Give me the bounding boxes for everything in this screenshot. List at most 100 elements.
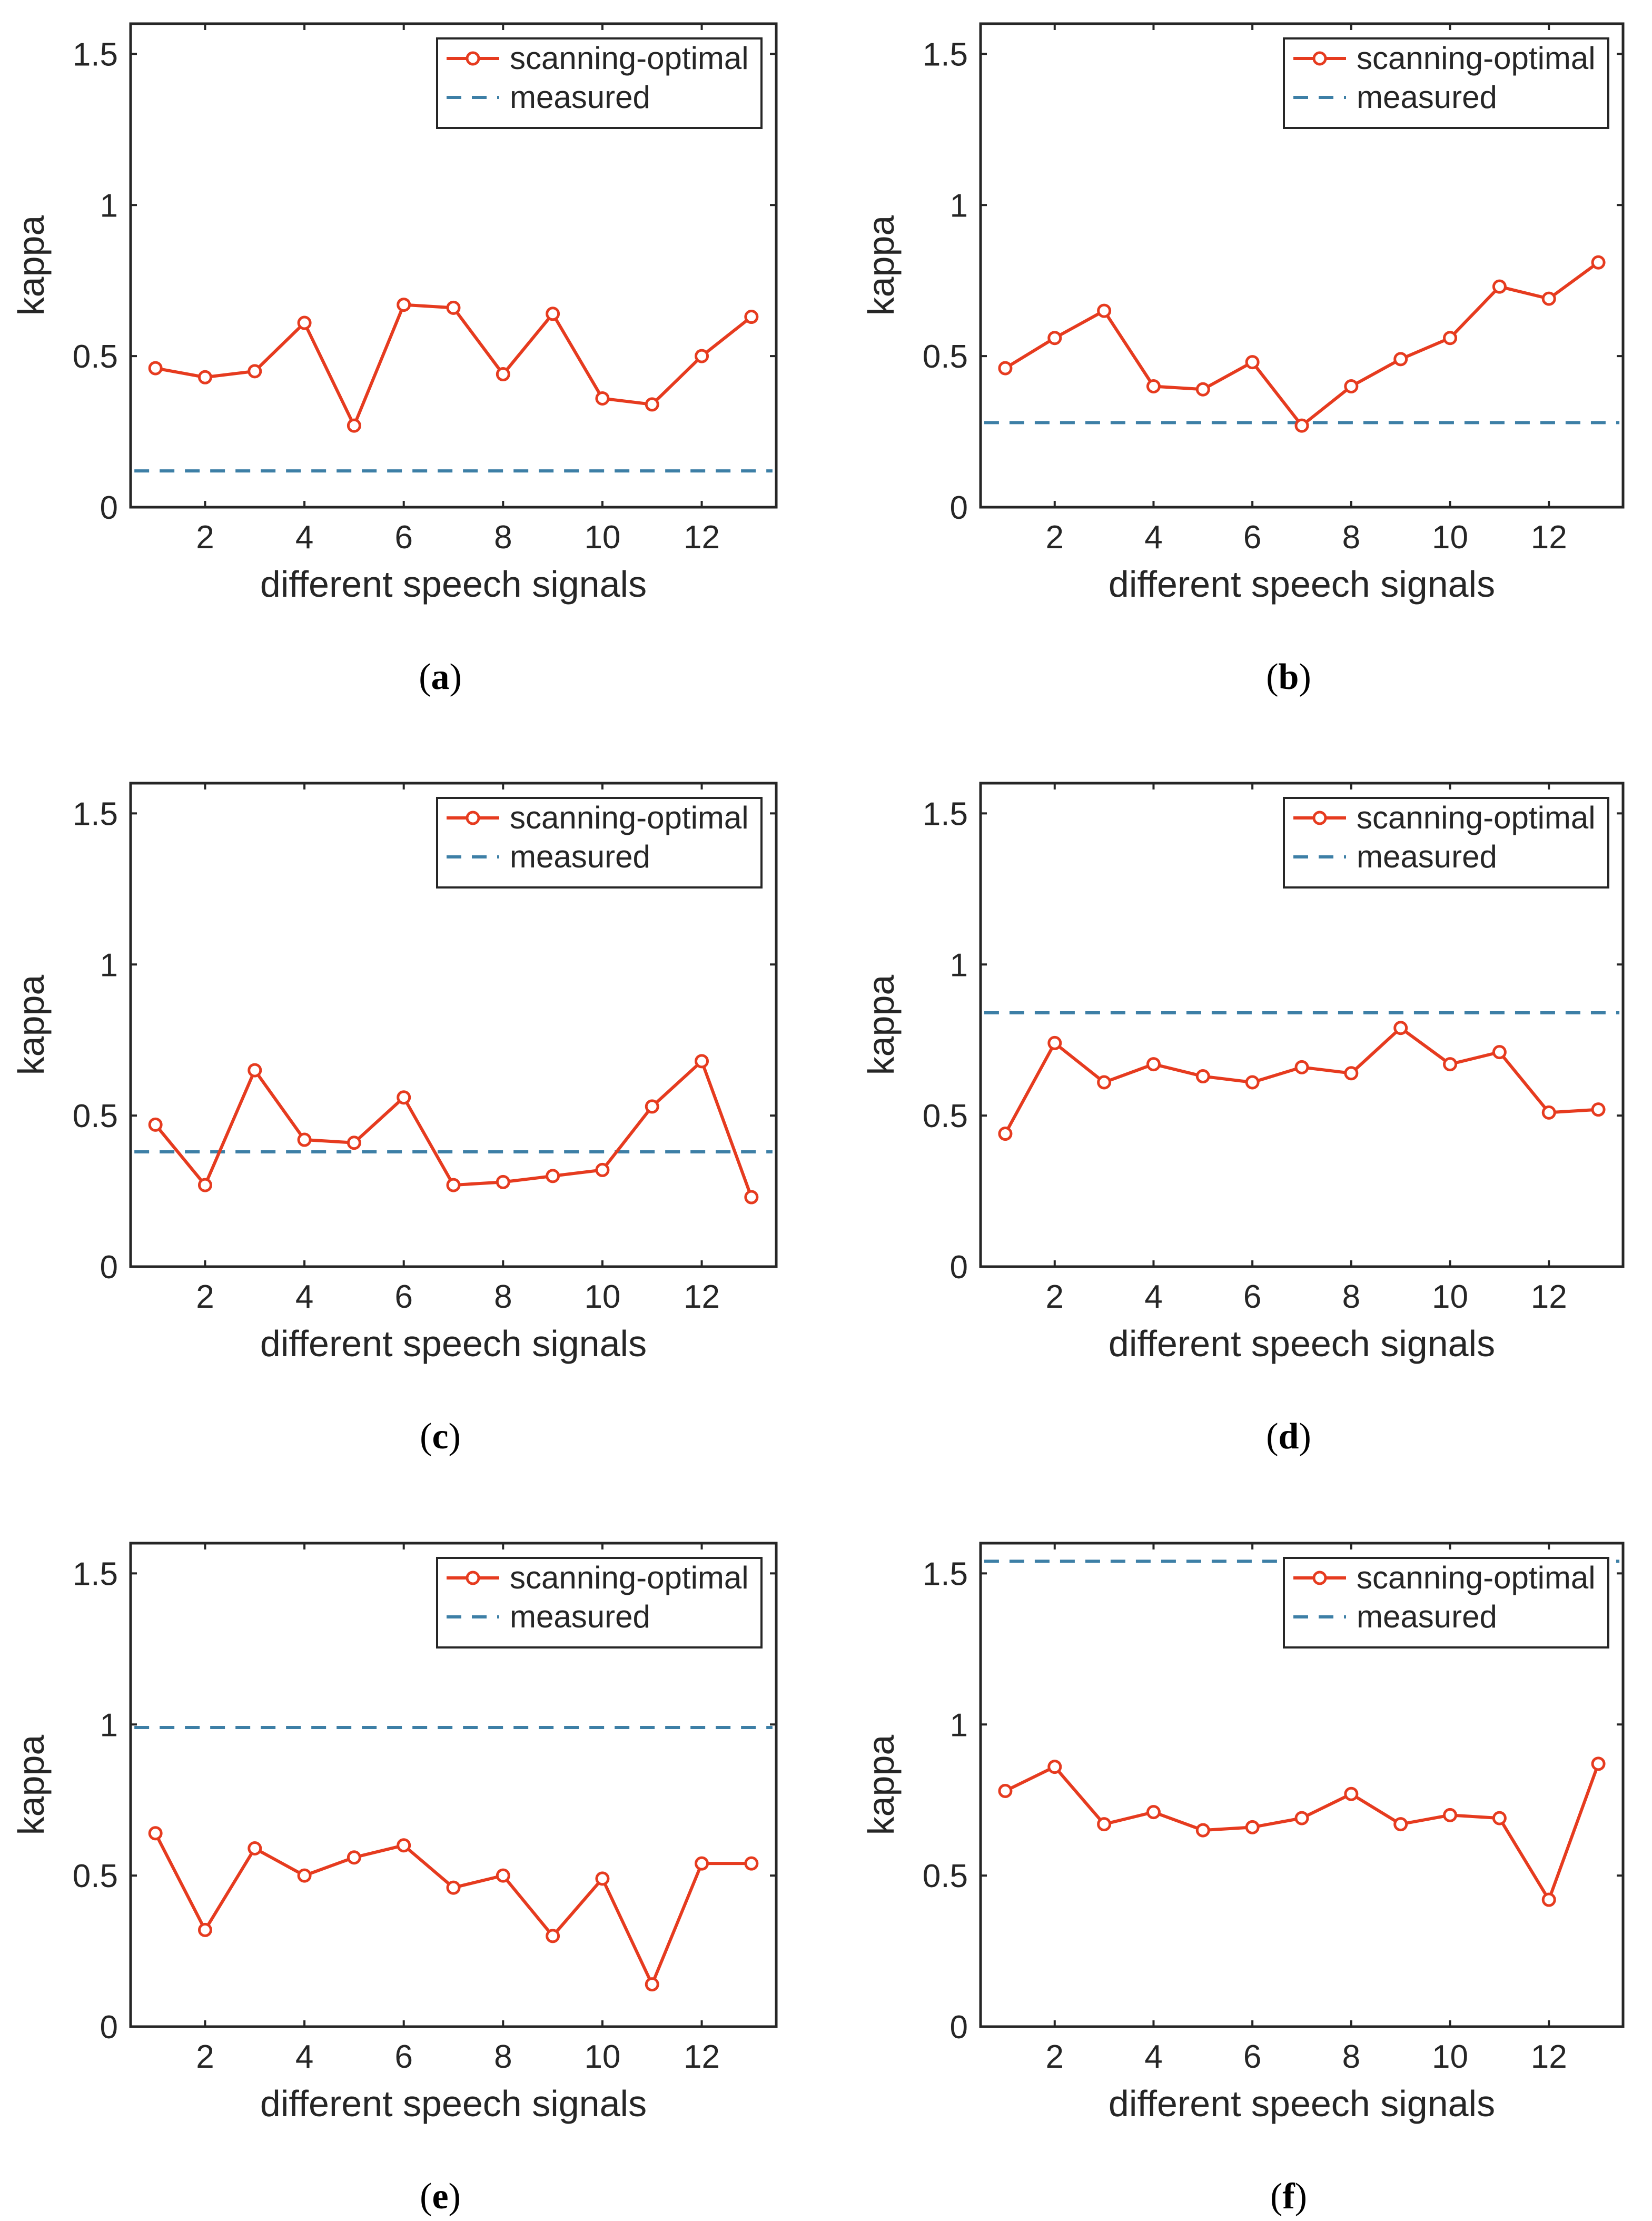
x-axis-label: different speech signals	[1109, 2083, 1495, 2124]
x-tick-label: 10	[584, 2039, 620, 2075]
data-point	[1344, 379, 1359, 393]
data-point	[645, 1099, 659, 1114]
axes-frame	[129, 782, 778, 1268]
legend-marker-optimal	[466, 1571, 480, 1585]
data-point	[695, 349, 709, 363]
data-point	[1047, 1035, 1062, 1050]
data-point	[1443, 331, 1458, 346]
legend-marker-optimal	[466, 811, 480, 825]
legend-box	[1283, 37, 1609, 129]
data-point	[1195, 1069, 1210, 1084]
chart-panel-d: 2 4 6 8 10 12 0 0.5 1 1.5 different speech signals…	[860, 782, 1625, 1457]
chart-panel-e: 2 4 6 8 10 12 0 0.5 1 1.5 different speech signals…	[11, 1542, 778, 2217]
data-point	[1541, 291, 1556, 306]
y-axis-label: kappa	[11, 975, 52, 1075]
legend-box	[436, 797, 763, 889]
x-tick-label: 4	[1144, 2039, 1162, 2075]
legend-label-optimal: scanning-optimal	[510, 1560, 749, 1595]
data-point	[496, 367, 510, 382]
y-tick-label: 1.5	[73, 796, 118, 832]
data-point	[1245, 1820, 1260, 1834]
data-point	[1294, 1060, 1309, 1074]
data-point	[1245, 355, 1260, 370]
data-point	[297, 1132, 312, 1147]
panel-caption: (b)	[1266, 657, 1311, 697]
data-point	[347, 1850, 361, 1865]
data-point	[546, 1929, 560, 1943]
data-point	[496, 1174, 510, 1189]
y-tick-label: 0	[950, 490, 968, 526]
x-tick-label: 10	[1432, 2039, 1468, 2075]
data-point	[1591, 1756, 1606, 1771]
data-point	[1492, 1811, 1507, 1825]
y-tick-label: 0.5	[73, 1098, 118, 1134]
data-point	[1541, 1105, 1556, 1120]
data-point	[1393, 352, 1408, 367]
legend-label-measured: measured	[1357, 80, 1497, 115]
data-point	[998, 361, 1013, 376]
data-point	[1097, 1817, 1112, 1832]
x-tick-label: 4	[295, 2039, 313, 2075]
caption-letter: f	[1282, 2176, 1295, 2217]
data-point	[248, 1063, 262, 1078]
axes-frame	[979, 1542, 1625, 2028]
legend-marker-optimal	[1312, 51, 1327, 66]
caption-close-paren: )	[1299, 1416, 1311, 1457]
data-point	[1443, 1808, 1458, 1822]
x-tick-label: 2	[1046, 519, 1064, 556]
data-point	[1195, 382, 1210, 397]
data-point	[397, 298, 411, 312]
data-point	[297, 315, 312, 330]
x-axis-label: different speech signals	[260, 1323, 647, 1364]
y-tick-label: 0	[100, 2009, 118, 2046]
legend-box	[1283, 797, 1609, 889]
data-point	[1492, 1045, 1507, 1060]
data-point	[1097, 303, 1112, 318]
data-point	[446, 1178, 461, 1192]
data-point	[1146, 1057, 1161, 1072]
data-point	[1146, 379, 1161, 393]
data-point	[546, 307, 560, 321]
y-tick-label: 0.5	[73, 339, 118, 375]
caption-close-paren: )	[449, 2176, 461, 2217]
panel-caption: (e)	[420, 2176, 461, 2217]
data-point	[645, 397, 659, 412]
data-point	[347, 418, 361, 433]
legend-label-measured: measured	[510, 1599, 650, 1634]
data-point	[148, 361, 163, 376]
data-point	[1344, 1786, 1359, 1801]
legend-label-measured: measured	[1357, 839, 1497, 874]
data-point	[197, 1178, 212, 1192]
x-axis-label: different speech signals	[260, 564, 647, 605]
data-point	[1047, 331, 1062, 346]
caption-close-paren: )	[1299, 657, 1311, 697]
data-point	[1591, 255, 1606, 270]
data-point	[1195, 1823, 1210, 1838]
y-tick-label: 0	[950, 1249, 968, 1286]
data-point	[744, 310, 759, 324]
y-tick-label: 1	[100, 947, 118, 983]
axes-frame	[979, 22, 1625, 509]
x-tick-label: 12	[684, 519, 720, 556]
data-point	[496, 1868, 510, 1883]
y-axis-label: kappa	[860, 975, 902, 1075]
caption-close-paren: )	[1295, 2176, 1307, 2217]
data-point	[595, 1871, 610, 1886]
data-point	[197, 370, 212, 384]
y-tick-label: 1	[950, 187, 968, 224]
y-tick-label: 1	[100, 187, 118, 224]
chart-panel-a: 2 4 6 8 10 12 0 0.5 1 1.5 different speech signals…	[11, 22, 778, 697]
x-tick-label: 4	[295, 519, 313, 556]
chart-panel-f: 2 4 6 8 10 12 0 0.5 1 1.5 different speech signals…	[860, 1542, 1625, 2217]
data-point	[1097, 1075, 1112, 1090]
x-tick-label: 8	[1342, 1279, 1360, 1315]
data-point	[695, 1856, 709, 1871]
data-point	[347, 1136, 361, 1150]
x-tick-label: 12	[684, 2039, 720, 2075]
data-point	[998, 1127, 1013, 1141]
data-point	[1443, 1057, 1458, 1072]
data-point	[446, 1880, 461, 1895]
x-tick-label: 12	[1531, 519, 1567, 556]
legend-marker-optimal	[466, 51, 480, 66]
data-point	[197, 1922, 212, 1937]
